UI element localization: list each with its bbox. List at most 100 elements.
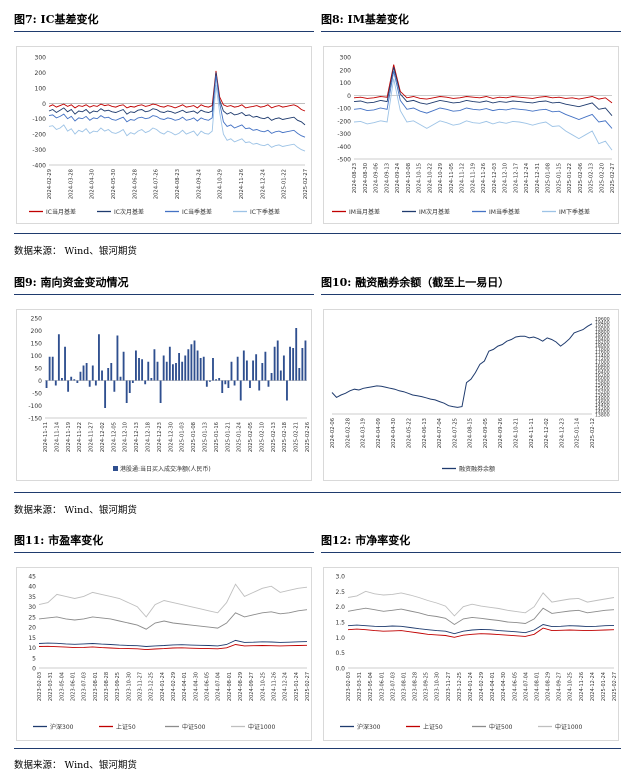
x-tick-label: 2024-02-06 — [330, 418, 336, 448]
x-tick-label: 2024-09-24 — [196, 168, 202, 199]
y-tick-label: -300 — [337, 131, 351, 138]
bar — [239, 380, 242, 401]
bar — [113, 380, 116, 392]
bar — [104, 380, 107, 408]
x-tick-label: 2025-02-13 — [589, 163, 595, 193]
bar — [150, 378, 153, 381]
bar — [119, 376, 122, 381]
bar — [156, 361, 159, 381]
y-tick-label: 100 — [35, 85, 47, 92]
y-tick-label: 14400 — [595, 403, 610, 409]
y-tick-label: -50 — [32, 391, 42, 398]
bar — [252, 360, 254, 381]
source-rule-2 — [14, 492, 621, 493]
x-tick-label: 2024-11-26 — [579, 672, 585, 701]
bar — [153, 349, 156, 381]
fig11-title: 图11: 市盈率变化 — [14, 534, 104, 547]
x-tick-label: 2024-12-10 — [503, 163, 509, 193]
bar — [187, 349, 190, 381]
x-tick-label: 2024-08-30 — [363, 163, 369, 193]
y-tick-label: 17400 — [595, 353, 610, 359]
x-tick-label: 2025-01-21 — [225, 422, 231, 452]
bar — [94, 380, 97, 386]
x-tick-label: 2023-02-03 — [346, 672, 352, 701]
y-tick-label: 14600 — [595, 399, 610, 405]
fig11-rule — [14, 552, 314, 553]
fig8-title: 图8: IM基差变化 — [321, 13, 409, 26]
x-tick-label: 2025-02-10 — [259, 422, 265, 452]
bar — [249, 380, 251, 388]
fig9-rule — [14, 294, 314, 295]
legend-label: IM下季基差 — [559, 208, 590, 216]
x-tick-label: 2024-02-28 — [345, 418, 351, 448]
y-tick-label: 35 — [28, 594, 36, 601]
x-tick-label: 2024-12-02 — [100, 422, 106, 452]
x-tick-label: 2024-04-30 — [90, 169, 96, 199]
y-tick-label: 15200 — [595, 389, 610, 395]
bar — [122, 351, 125, 381]
y-tick-label: -400 — [32, 163, 46, 170]
x-tick-label: 2025-02-26 — [305, 422, 311, 452]
bar — [85, 363, 88, 381]
margin-chart-panel: 19600 19400 19200 19000 18800 18600 18400 18200… — [323, 309, 619, 481]
x-tick-label: 2024-10-25 — [260, 672, 266, 701]
x-tick-label: 2025-02-27 — [305, 672, 311, 701]
x-tick-label: 2025-01-22 — [567, 163, 573, 193]
x-tick-label: 2023-09-25 — [424, 672, 430, 701]
bar — [295, 328, 298, 381]
series-line — [353, 70, 613, 129]
y-tick-label: 15600 — [595, 383, 610, 389]
y-tick-label: 15800 — [595, 379, 610, 385]
y-tick-label: -200 — [337, 118, 351, 125]
x-tick-label: 2024-11-05 — [449, 163, 455, 193]
bar — [141, 359, 144, 381]
pe-chart-panel: 45 40 35 30 25 20 15 10 5 0 2023-02-03 2023-03-31 20… — [16, 567, 312, 741]
y-tick-label: 200 — [31, 328, 43, 335]
x-tick-label: 2024-03-19 — [361, 418, 367, 448]
x-tick-label: 2024-05-30 — [111, 169, 117, 199]
x-tick-label: 2024-09-13 — [384, 163, 390, 193]
x-tick-label: 2024-12-24 — [283, 672, 289, 701]
x-tick-label: 2024-06-05 — [205, 672, 211, 701]
series-line — [331, 323, 593, 408]
x-tick-label: 2024-11-26 — [272, 672, 278, 701]
x-tick-label: 2024-09-26 — [498, 418, 504, 448]
x-tick-label: 2024-02-29 — [47, 169, 53, 199]
legend-label: IC次月基差 — [114, 208, 144, 216]
x-tick-label: 2025-01-24 — [601, 672, 607, 701]
y-tick-label: -100 — [337, 106, 351, 113]
series-line — [48, 70, 306, 112]
legend-label: 沪深300 — [50, 723, 74, 731]
x-tick-label: 2024-12-05 — [111, 422, 117, 452]
x-tick-label: 2025-01-08 — [191, 422, 197, 452]
bar — [54, 380, 57, 386]
source-note-3: 数据来源： Wind、银河期货 — [14, 760, 137, 771]
x-tick-label: 2024-11-26 — [481, 163, 487, 193]
x-tick-label: 2024-12-10 — [123, 422, 129, 452]
y-tick-label: -400 — [337, 144, 351, 151]
x-tick-label: 2024-04-30 — [193, 672, 199, 701]
y-tick-label: -100 — [32, 116, 46, 123]
y-tick-label: 300 — [35, 55, 47, 62]
x-tick-label: 2023-03-31 — [357, 672, 363, 701]
y-tick-label: 15 — [28, 635, 36, 642]
y-tick-label: 16000 — [595, 376, 610, 382]
x-tick-label: 2024-10-29 — [438, 163, 444, 193]
bar — [178, 353, 181, 381]
fig10-rule — [321, 294, 621, 295]
legend-label: 中证500 — [489, 723, 513, 731]
bar — [258, 380, 261, 391]
bar — [218, 378, 221, 381]
x-tick-label: 2024-10-08 — [406, 163, 412, 193]
bar — [264, 351, 267, 381]
x-tick-label: 2025-02-12 — [590, 418, 596, 448]
x-tick-label: 2024-12-03 — [492, 163, 498, 193]
x-tick-label: 2024-08-01 — [227, 672, 233, 701]
bar — [289, 346, 291, 381]
bar — [279, 370, 282, 381]
y-tick-label: 200 — [35, 70, 47, 77]
series-line — [347, 590, 615, 617]
bar — [131, 380, 134, 383]
margin-chart: 1960019400192001900018800186001840018200… — [330, 317, 610, 474]
x-tick-label: 2024-10-15 — [417, 163, 423, 193]
